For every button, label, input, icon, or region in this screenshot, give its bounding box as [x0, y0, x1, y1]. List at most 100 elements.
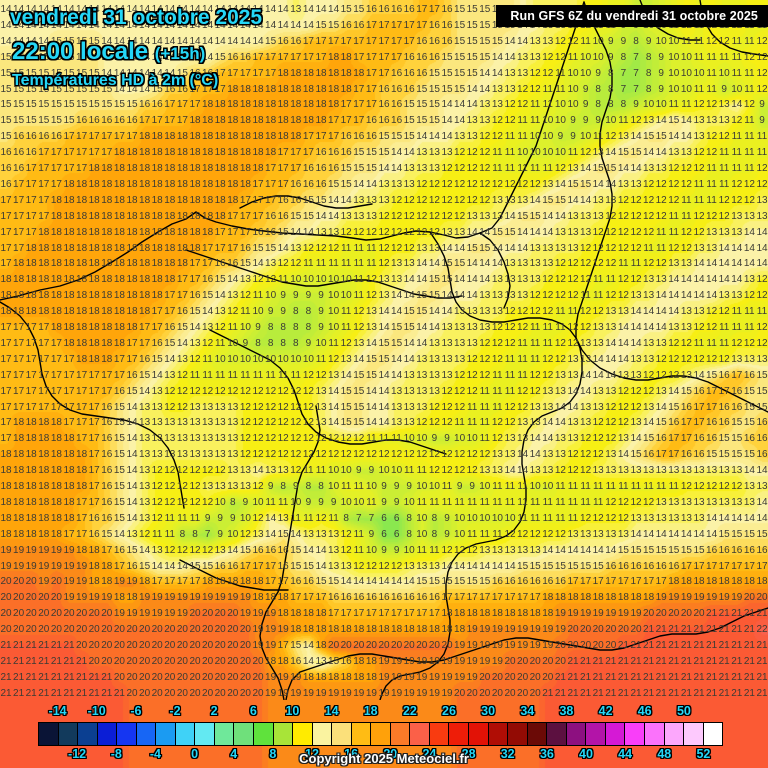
grid-temperature-value: 17 — [63, 418, 74, 428]
grid-temperature-value: 18 — [38, 259, 49, 269]
grid-temperature-value: 18 — [152, 291, 163, 301]
grid-temperature-value: 15 — [706, 450, 717, 460]
grid-temperature-value: 18 — [177, 132, 188, 142]
grid-temperature-value: 11 — [643, 243, 653, 254]
grid-temperature-value: 12 — [542, 307, 553, 317]
color-scale-bar — [38, 722, 723, 746]
grid-temperature-value: 15 — [441, 68, 452, 79]
grid-temperature-value: 16 — [404, 593, 415, 603]
grid-temperature-value: 19 — [265, 688, 276, 699]
grid-temperature-value: 14 — [479, 84, 490, 95]
grid-temperature-value: 19 — [693, 593, 704, 603]
grid-temperature-value: 18 — [63, 275, 74, 285]
grid-temperature-value: 14 — [126, 497, 137, 508]
temperature-map[interactable]: 14 14 14 14 14 14 14 14 14 14 14 14 14 14 14 14 14 14 14 14… — [0, 0, 768, 700]
grid-temperature-value: 18 — [76, 545, 87, 556]
grid-temperature-value: 8 — [306, 307, 312, 317]
grid-temperature-value: 13 — [492, 450, 503, 460]
grid-temperature-value: 17 — [13, 195, 24, 206]
grid-temperature-value: 16 — [202, 275, 213, 285]
grid-temperature-value: 14 — [227, 20, 238, 31]
grid-temperature-value: 14 — [454, 291, 465, 301]
grid-temperature-value: 14 — [605, 148, 616, 158]
grid-temperature-value: 9 — [558, 132, 564, 142]
scale-swatch — [136, 723, 157, 745]
grid-temperature-value: 14 — [114, 68, 125, 79]
grid-temperature-value: 17 — [668, 450, 679, 460]
grid-temperature-value: 15 — [492, 227, 503, 238]
grid-temperature-value: 18 — [177, 195, 188, 206]
grid-temperature-value: 15 — [454, 36, 465, 47]
grid-temperature-value: 10 — [656, 36, 667, 47]
grid-temperature-value: 13 — [504, 545, 515, 556]
grid-temperature-value: 15 — [517, 211, 528, 222]
grid-temperature-value: 21 — [643, 656, 654, 667]
grid-temperature-value: 13 — [454, 132, 465, 142]
grid-temperature-value: 21 — [618, 641, 629, 651]
grid-temperature-value: 20 — [530, 656, 541, 667]
grid-temperature-value: 14 — [391, 148, 402, 158]
grid-temperature-value: 11 — [442, 482, 452, 492]
grid-temperature-value: 18 — [240, 100, 251, 110]
grid-temperature-value: 17 — [353, 609, 364, 619]
grid-temperature-value: 11 — [417, 545, 427, 556]
grid-temperature-value: 12 — [366, 227, 377, 238]
grid-temperature-value: 13 — [693, 307, 704, 317]
grid-temperature-value: 21 — [719, 672, 730, 683]
grid-temperature-value: 13 — [643, 354, 654, 365]
grid-temperature-value: 18 — [114, 307, 125, 317]
grid-temperature-value: 21 — [643, 688, 654, 699]
grid-temperature-value: 18 — [63, 450, 74, 460]
grid-temperature-value: 16 — [404, 52, 415, 63]
grid-temperature-value: 18 — [240, 179, 251, 190]
grid-temperature-value: 16 — [429, 593, 440, 603]
grid-temperature-value: 13 — [416, 370, 427, 381]
grid-temperature-value: 14 — [656, 116, 667, 126]
grid-temperature-value: 19 — [378, 672, 389, 683]
grid-temperature-value: 15 — [366, 370, 377, 381]
grid-temperature-value: 15 — [341, 402, 352, 413]
grid-temperature-value: 16 — [252, 545, 263, 556]
grid-temperature-value: 18 — [152, 259, 163, 269]
grid-temperature-value: 16 — [429, 36, 440, 47]
scale-swatch — [175, 723, 196, 745]
grid-temperature-value: 19 — [404, 688, 415, 699]
grid-temperature-value: 15 — [366, 148, 377, 158]
grid-temperature-value: 17 — [38, 402, 49, 413]
grid-temperature-value: 18 — [189, 164, 200, 174]
grid-temperature-value: 19 — [139, 609, 150, 619]
grid-temperature-value: 20 — [89, 609, 100, 619]
grid-temperature-value: 12 — [630, 211, 641, 222]
grid-temperature-value: 14 — [265, 20, 276, 31]
grid-temperature-value: 20 — [202, 609, 213, 619]
grid-temperature-value: 18 — [76, 354, 87, 365]
grid-temperature-value: 12 — [706, 323, 717, 333]
grid-temperature-value: 16 — [429, 20, 440, 31]
grid-temperature-value: 12 — [353, 307, 364, 317]
grid-temperature-value: 13 — [693, 243, 704, 254]
grid-temperature-value: 17 — [38, 148, 49, 158]
grid-temperature-value: 9 — [621, 36, 627, 47]
grid-temperature-value: 11 — [505, 386, 515, 397]
grid-temperature-value: 17 — [51, 370, 62, 381]
grid-temperature-value: 17 — [38, 211, 49, 222]
grid-temperature-value: 11 — [480, 418, 490, 428]
grid-temperature-value: 17 — [252, 68, 263, 79]
grid-temperature-value: 11 — [492, 148, 502, 158]
grid-temperature-value: 14 — [126, 36, 137, 47]
grid-temperature-value: 17 — [278, 641, 289, 651]
grid-temperature-value: 15 — [454, 84, 465, 95]
grid-temperature-value: 21 — [630, 656, 641, 667]
grid-temperature-value: 11 — [694, 338, 704, 349]
grid-temperature-value: 17 — [177, 116, 188, 126]
grid-temperature-value: 19 — [429, 656, 440, 667]
grid-temperature-value: 15 — [189, 561, 200, 572]
grid-temperature-value: 12 — [278, 418, 289, 428]
grid-temperature-value: 16 — [101, 402, 112, 413]
grid-temperature-value: 17 — [265, 195, 276, 206]
grid-temperature-value: 12 — [404, 450, 415, 460]
grid-temperature-value: 21 — [0, 672, 11, 683]
grid-temperature-value: 18 — [13, 259, 24, 269]
grid-temperature-value: 17 — [89, 386, 100, 397]
grid-temperature-value: 14 — [555, 545, 566, 556]
